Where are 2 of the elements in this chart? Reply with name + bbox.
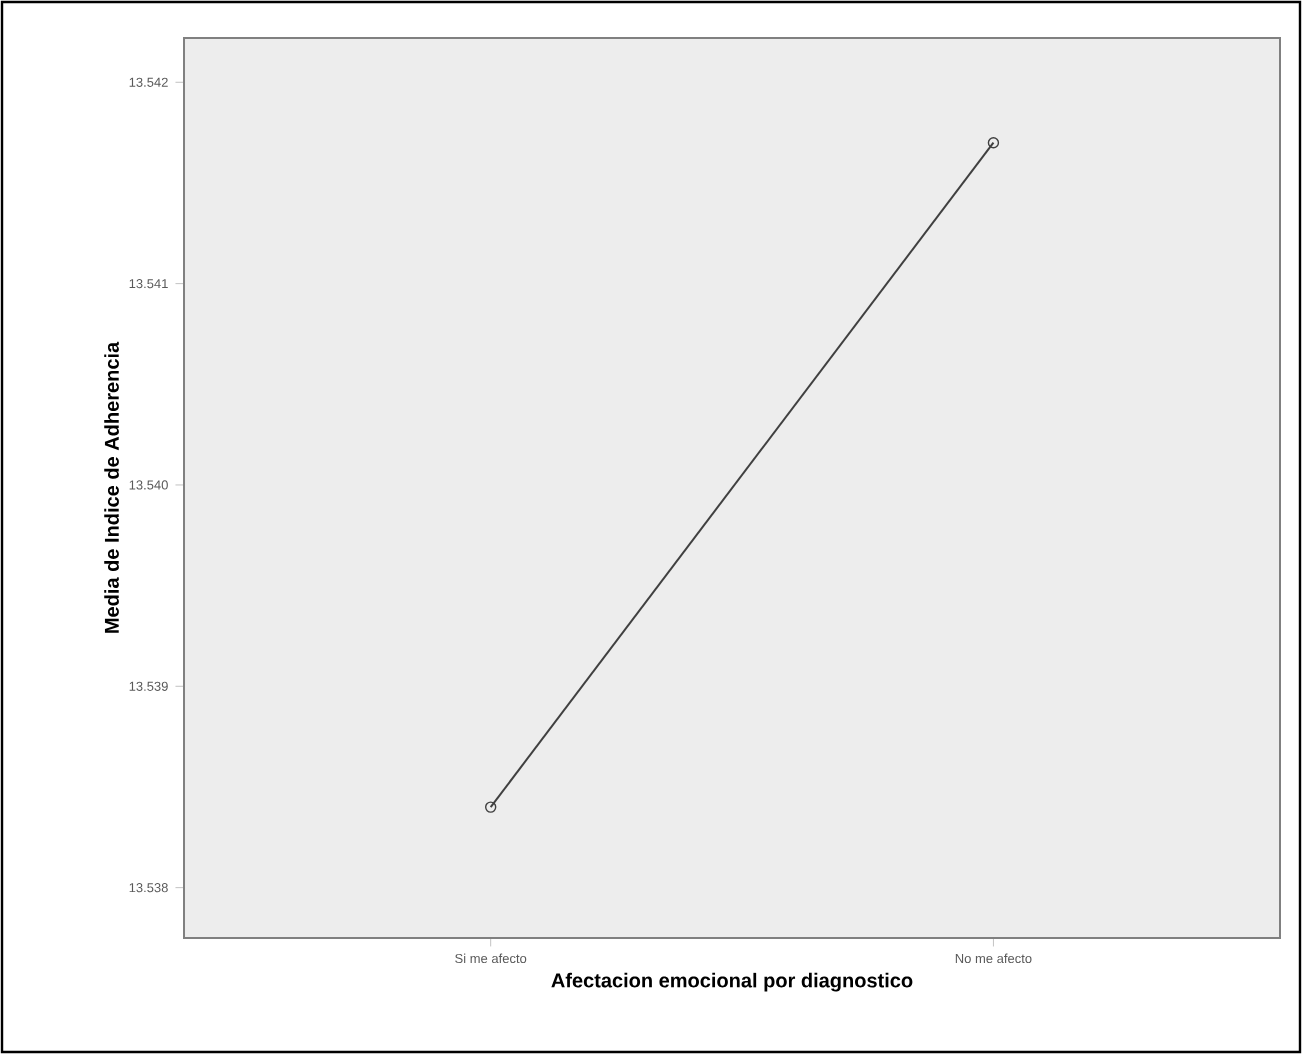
y-axis-title: Media de Indice de Adherencia xyxy=(104,341,119,633)
x-axis-title: Afectacion emocional por diagnostico xyxy=(551,972,913,992)
